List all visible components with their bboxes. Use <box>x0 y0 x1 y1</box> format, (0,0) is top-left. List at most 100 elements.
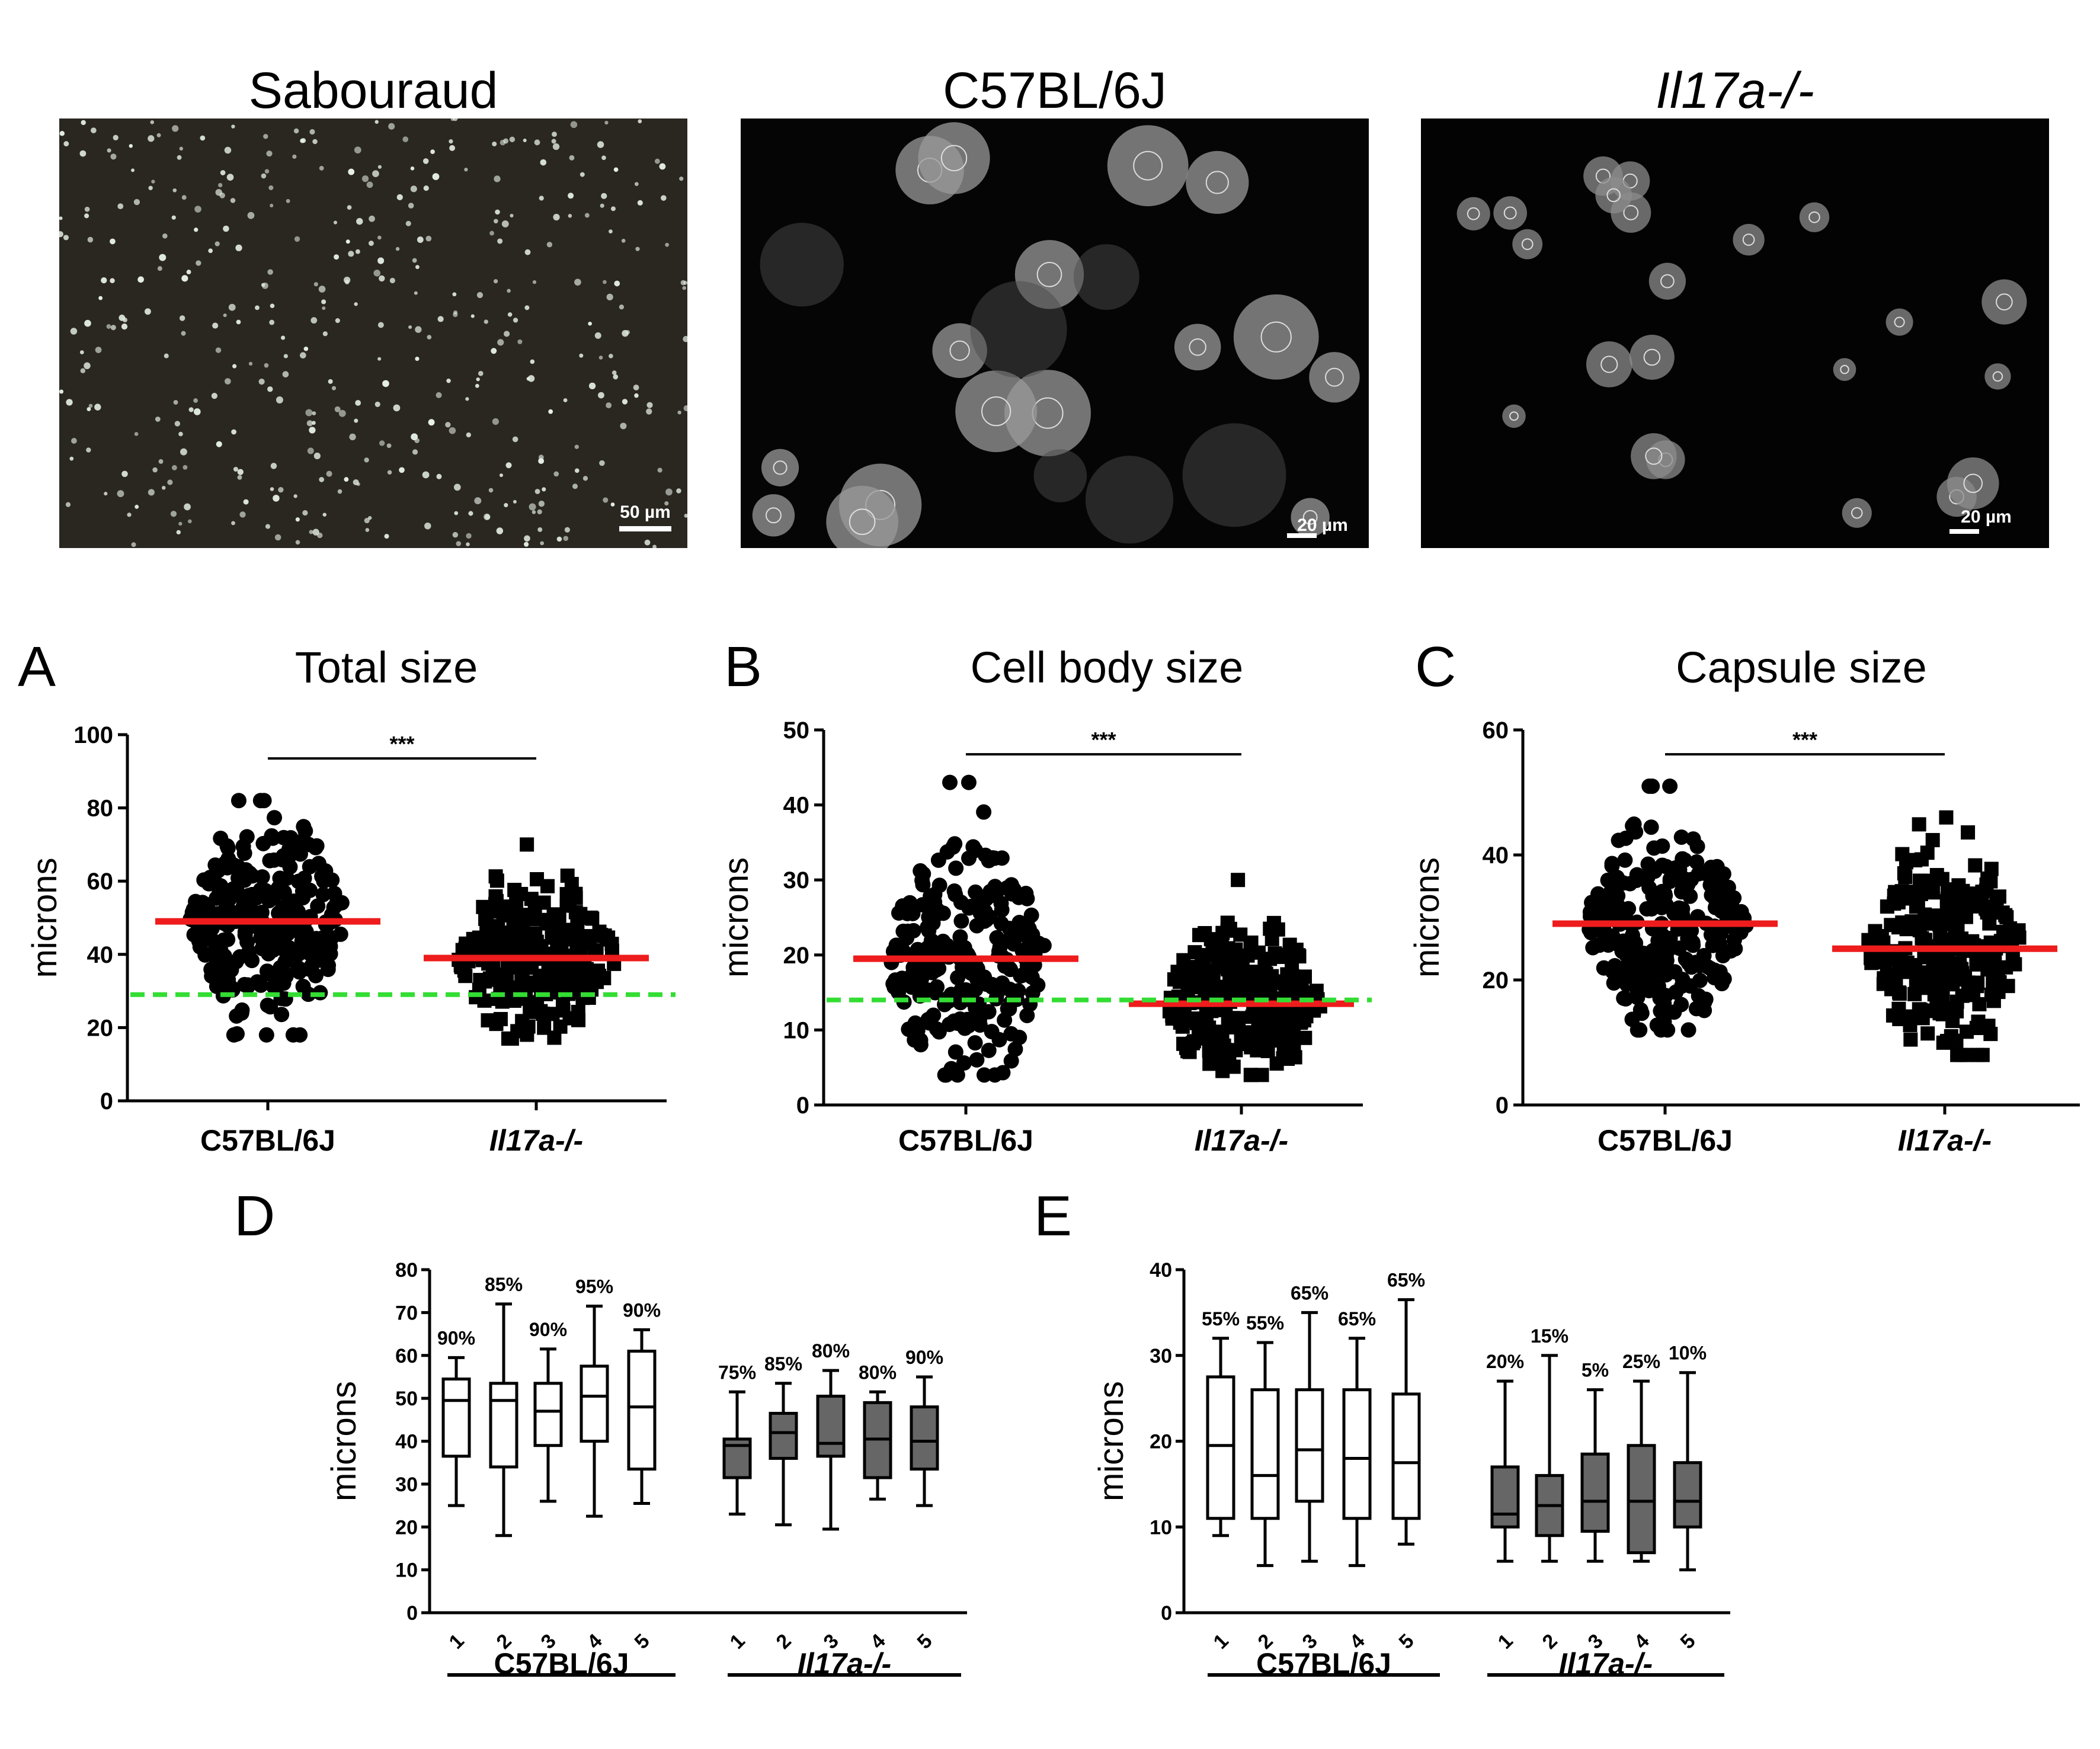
data-point <box>1954 1048 1968 1062</box>
y-tick-label: 50 <box>783 717 810 744</box>
data-point <box>1691 866 1707 882</box>
yeast-cell <box>79 350 84 354</box>
data-point <box>1689 854 1705 870</box>
yeast-cell <box>454 511 459 515</box>
data-point <box>1984 861 1999 876</box>
box-annotation: 10% <box>1669 1343 1707 1364</box>
data-point <box>1885 1008 1900 1023</box>
y-tick-label: 40 <box>87 942 114 968</box>
x-category-label: Il17a-/- <box>1195 1124 1288 1157</box>
yeast-cell <box>512 436 518 443</box>
yeast-cell <box>538 458 545 465</box>
data-point <box>981 853 997 869</box>
yeast-cell <box>232 364 237 369</box>
yeast-cell <box>449 427 456 434</box>
yeast-cell <box>606 293 613 300</box>
box <box>441 1378 471 1458</box>
capsule <box>1309 352 1360 403</box>
cell-body <box>1509 411 1519 421</box>
yeast-cell <box>235 244 242 252</box>
yeast-cell <box>635 246 640 251</box>
data-point <box>232 949 248 965</box>
data-point <box>226 1027 242 1043</box>
box-annotation: 15% <box>1531 1325 1568 1347</box>
yeast-cell <box>540 159 547 166</box>
capsule <box>1648 262 1686 300</box>
yeast-cell <box>598 355 603 360</box>
data-point <box>1241 969 1256 984</box>
data-point <box>1682 888 1698 904</box>
yeast-cell <box>230 198 236 203</box>
yeast-cell <box>157 266 162 271</box>
data-point <box>1899 855 1913 870</box>
yeast-cell <box>588 321 592 326</box>
capsule <box>918 122 990 194</box>
yeast-cell <box>180 448 187 456</box>
yeast-cell <box>148 135 155 142</box>
data-point <box>1220 923 1235 938</box>
cell-body <box>1808 211 1820 223</box>
capsule <box>1629 335 1675 380</box>
yeast-cell <box>59 389 64 394</box>
data-point <box>276 829 292 845</box>
yeast-cell <box>410 166 415 171</box>
yeast-cell <box>386 443 392 449</box>
yeast-cell <box>556 536 562 542</box>
yeast-cell <box>527 375 535 382</box>
yeast-cell <box>412 258 417 263</box>
data-point <box>1634 1005 1650 1021</box>
data-point <box>967 1035 983 1051</box>
cell-body <box>1963 473 1983 494</box>
yeast-cell <box>167 479 173 485</box>
data-point <box>292 964 308 980</box>
data-point <box>568 890 583 905</box>
yeast-cell <box>264 169 270 174</box>
yeast-cell <box>181 195 187 200</box>
yeast-cell <box>95 347 102 353</box>
data-point <box>1702 877 1718 893</box>
data-point <box>1715 947 1731 963</box>
yeast-cell <box>179 146 184 151</box>
yeast-cell <box>309 129 315 135</box>
x-category-label: Il17a-/- <box>489 1124 583 1157</box>
yeast-cell <box>492 418 499 425</box>
data-point <box>272 870 288 886</box>
data-point <box>1906 957 1921 972</box>
yeast-cell <box>553 471 559 477</box>
data-point <box>1244 936 1259 950</box>
yeast-cell <box>152 467 158 473</box>
yeast-cell <box>173 400 178 405</box>
yeast-cell <box>513 499 517 504</box>
yeast-cell <box>620 422 627 430</box>
data-point <box>915 877 931 893</box>
yeast-cell <box>408 325 412 329</box>
yeast-cell <box>476 377 480 382</box>
yeast-cell <box>302 510 308 516</box>
box <box>1250 1388 1280 1520</box>
data-point <box>894 970 910 986</box>
data-point <box>1876 976 1891 991</box>
data-point <box>1616 990 1632 1006</box>
yeast-cell <box>161 486 166 490</box>
data-point <box>1916 933 1931 948</box>
y-tick-label: 60 <box>395 1345 418 1367</box>
data-point <box>1888 885 1903 899</box>
yeast-cell <box>186 270 191 275</box>
cell-body <box>1840 364 1849 374</box>
yeast-cell <box>84 319 91 327</box>
yeast-cell <box>101 277 107 284</box>
yeast-cell <box>263 134 268 139</box>
yeast-cell <box>399 467 405 473</box>
yeast-cell <box>364 457 369 463</box>
yeast-cell <box>470 314 475 318</box>
data-point <box>1870 955 1885 970</box>
yeast-cell <box>368 241 374 246</box>
background-blur <box>970 281 1067 378</box>
data-point <box>1724 899 1740 915</box>
yeast-cell <box>365 528 370 532</box>
yeast-cell <box>268 185 274 190</box>
data-point <box>526 1004 540 1018</box>
yeast-cell <box>328 379 333 384</box>
y-tick-label: 20 <box>1483 968 1509 994</box>
micrograph-il17a: Il17a-/- 20 µm <box>1421 62 2049 548</box>
